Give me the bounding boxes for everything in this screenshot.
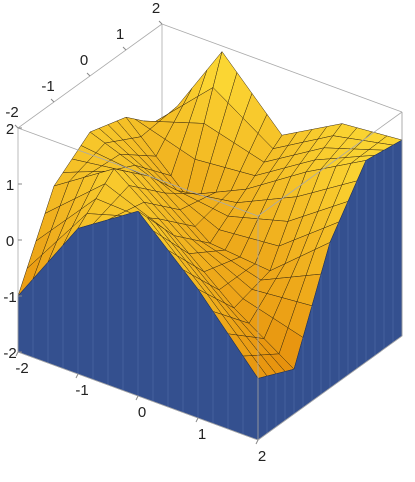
x-tick-label: 2 [258,448,266,465]
x-tick [15,351,19,357]
box-edge [17,127,259,217]
x-tick [255,439,259,445]
z-tick-label: 2 [6,121,14,138]
y-tick [122,46,127,51]
x-tick-label: -1 [75,382,88,399]
z-tick-label: -2 [3,345,16,362]
y-tick [158,20,163,25]
y-tick [50,98,55,103]
y-tick-label: -2 [5,104,18,121]
y-tick-label: 2 [152,0,160,17]
y-tick-label: -1 [41,78,54,95]
z-tick-label: 0 [6,233,14,250]
x-tick-label: 1 [198,426,206,443]
x-tick [195,417,199,423]
y-tick [86,72,91,77]
x-tick-label: 0 [138,404,146,421]
x-tick [135,395,139,401]
z-tick-label: -1 [3,289,16,306]
y-tick-label: 1 [116,26,124,43]
box-edge [161,23,403,113]
y-tick-label: 0 [80,52,88,69]
x-tick-label: -2 [15,360,28,377]
y-tick [14,124,19,129]
x-tick [75,373,79,379]
z-tick-label: 1 [6,177,14,194]
box-edge [257,335,403,441]
box-edge [257,111,403,217]
